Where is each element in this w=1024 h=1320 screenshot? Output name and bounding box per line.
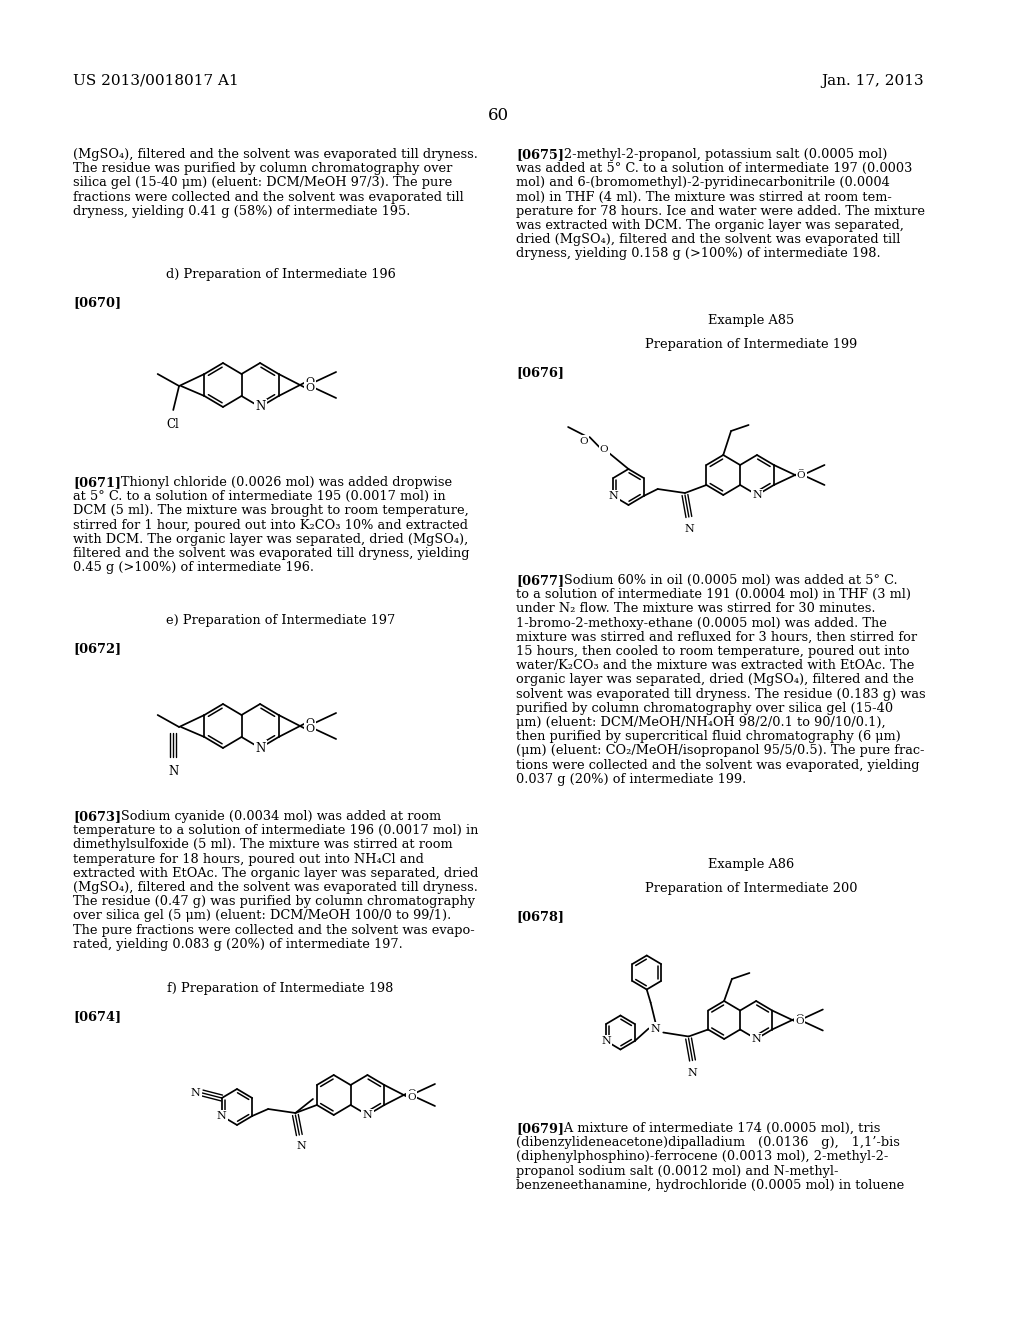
Text: O: O [305, 718, 314, 729]
Text: (diphenylphosphino)-ferrocene (0.0013 mol), 2-methyl-2-: (diphenylphosphino)-ferrocene (0.0013 mo… [516, 1151, 889, 1163]
Text: silica gel (15-40 μm) (eluent: DCM/MeOH 97/3). The pure: silica gel (15-40 μm) (eluent: DCM/MeOH … [73, 177, 453, 189]
Text: (dibenzylideneacetone)dipalladium (0.0136 g), 1,1’-bis: (dibenzylideneacetone)dipalladium (0.013… [516, 1137, 900, 1150]
Text: with DCM. The organic layer was separated, dried (MgSO₄),: with DCM. The organic layer was separate… [73, 533, 468, 545]
Text: O: O [600, 445, 608, 454]
Text: dimethylsulfoxide (5 ml). The mixture was stirred at room: dimethylsulfoxide (5 ml). The mixture wa… [73, 838, 453, 851]
Text: 0.037 g (20%) of intermediate 199.: 0.037 g (20%) of intermediate 199. [516, 772, 746, 785]
Text: [0671]: [0671] [73, 477, 121, 488]
Text: [0674]: [0674] [73, 1010, 121, 1023]
Text: O: O [305, 378, 314, 387]
Text: Example A86: Example A86 [708, 858, 794, 871]
Text: [0675]: [0675] [516, 148, 564, 161]
Text: mixture was stirred and refluxed for 3 hours, then stirred for: mixture was stirred and refluxed for 3 h… [516, 631, 918, 644]
Text: Sodium 60% in oil (0.0005 mol) was added at 5° C.: Sodium 60% in oil (0.0005 mol) was added… [551, 574, 898, 587]
Text: N: N [255, 742, 265, 755]
Text: stirred for 1 hour, poured out into K₂CO₃ 10% and extracted: stirred for 1 hour, poured out into K₂CO… [73, 519, 468, 532]
Text: N: N [752, 490, 762, 500]
Text: A mixture of intermediate 174 (0.0005 mol), tris: A mixture of intermediate 174 (0.0005 mo… [551, 1122, 881, 1135]
Text: The residue was purified by column chromatography over: The residue was purified by column chrom… [73, 162, 453, 176]
Text: (MgSO₄), filtered and the solvent was evaporated till dryness.: (MgSO₄), filtered and the solvent was ev… [73, 148, 478, 161]
Text: temperature for 18 hours, poured out into NH₄Cl and: temperature for 18 hours, poured out int… [73, 853, 424, 866]
Text: at 5° C. to a solution of intermediate 195 (0.0017 mol) in: at 5° C. to a solution of intermediate 1… [73, 490, 445, 503]
Text: [0670]: [0670] [73, 296, 121, 309]
Text: to a solution of intermediate 191 (0.0004 mol) in THF (3 ml): to a solution of intermediate 191 (0.000… [516, 589, 911, 601]
Text: 60: 60 [488, 107, 509, 124]
Text: dryness, yielding 0.41 g (58%) of intermediate 195.: dryness, yielding 0.41 g (58%) of interm… [73, 205, 411, 218]
Text: [0676]: [0676] [516, 366, 564, 379]
Text: 0.45 g (>100%) of intermediate 196.: 0.45 g (>100%) of intermediate 196. [73, 561, 314, 574]
Text: Sodium cyanide (0.0034 mol) was added at room: Sodium cyanide (0.0034 mol) was added at… [109, 810, 441, 822]
Text: [0679]: [0679] [516, 1122, 564, 1135]
Text: O: O [795, 1014, 804, 1023]
Text: Thionyl chloride (0.0026 mol) was added dropwise: Thionyl chloride (0.0026 mol) was added … [109, 477, 453, 488]
Text: O: O [797, 470, 806, 479]
Text: O: O [797, 471, 806, 480]
Text: 2-methyl-2-propanol, potassium salt (0.0005 mol): 2-methyl-2-propanol, potassium salt (0.0… [551, 148, 888, 161]
Text: N: N [650, 1023, 660, 1034]
Text: O: O [408, 1089, 416, 1097]
Text: N: N [684, 524, 693, 535]
Text: N: N [688, 1068, 697, 1077]
Text: d) Preparation of Intermediate 196: d) Preparation of Intermediate 196 [166, 268, 395, 281]
Text: rated, yielding 0.083 g (20%) of intermediate 197.: rated, yielding 0.083 g (20%) of interme… [73, 937, 402, 950]
Text: solvent was evaporated till dryness. The residue (0.183 g) was: solvent was evaporated till dryness. The… [516, 688, 926, 701]
Text: N: N [752, 1034, 761, 1044]
Text: mol) in THF (4 ml). The mixture was stirred at room tem-: mol) in THF (4 ml). The mixture was stir… [516, 190, 892, 203]
Text: tions were collected and the solvent was evaporated, yielding: tions were collected and the solvent was… [516, 759, 920, 772]
Text: O: O [408, 1093, 416, 1101]
Text: purified by column chromatography over silica gel (15-40: purified by column chromatography over s… [516, 702, 893, 715]
Text: N: N [362, 1110, 373, 1119]
Text: US 2013/0018017 A1: US 2013/0018017 A1 [73, 74, 239, 88]
Text: Example A85: Example A85 [708, 314, 794, 327]
Text: [0673]: [0673] [73, 810, 121, 822]
Text: O: O [305, 383, 314, 393]
Text: N: N [296, 1140, 306, 1151]
Text: dryness, yielding 0.158 g (>100%) of intermediate 198.: dryness, yielding 0.158 g (>100%) of int… [516, 247, 881, 260]
Text: 15 hours, then cooled to room temperature, poured out into: 15 hours, then cooled to room temperatur… [516, 645, 909, 657]
Text: Preparation of Intermediate 200: Preparation of Intermediate 200 [644, 882, 857, 895]
Text: O: O [580, 437, 588, 446]
Text: O: O [305, 723, 314, 734]
Text: μm) (eluent: DCM/MeOH/NH₄OH 98/2/0.1 to 90/10/0.1),: μm) (eluent: DCM/MeOH/NH₄OH 98/2/0.1 to … [516, 715, 886, 729]
Text: (μm) (eluent: CO₂/MeOH/isopropanol 95/5/0.5). The pure frac-: (μm) (eluent: CO₂/MeOH/isopropanol 95/5/… [516, 744, 925, 758]
Text: water/K₂CO₃ and the mixture was extracted with EtOAc. The: water/K₂CO₃ and the mixture was extracte… [516, 659, 914, 672]
Text: N: N [608, 491, 618, 502]
Text: DCM (5 ml). The mixture was brought to room temperature,: DCM (5 ml). The mixture was brought to r… [73, 504, 469, 517]
Text: e) Preparation of Intermediate 197: e) Preparation of Intermediate 197 [166, 614, 395, 627]
Text: Preparation of Intermediate 199: Preparation of Intermediate 199 [645, 338, 857, 351]
Text: was added at 5° C. to a solution of intermediate 197 (0.0003: was added at 5° C. to a solution of inte… [516, 162, 912, 176]
Text: fractions were collected and the solvent was evaporated till: fractions were collected and the solvent… [73, 190, 464, 203]
Text: N: N [217, 1111, 226, 1121]
Text: N: N [255, 400, 265, 413]
Text: The residue (0.47 g) was purified by column chromatography: The residue (0.47 g) was purified by col… [73, 895, 475, 908]
Text: organic layer was separated, dried (MgSO₄), filtered and the: organic layer was separated, dried (MgSO… [516, 673, 914, 686]
Text: N: N [168, 766, 178, 777]
Text: mol) and 6-(bromomethyl)-2-pyridinecarbonitrile (0.0004: mol) and 6-(bromomethyl)-2-pyridinecarbo… [516, 177, 890, 189]
Text: temperature to a solution of intermediate 196 (0.0017 mol) in: temperature to a solution of intermediat… [73, 824, 478, 837]
Text: Jan. 17, 2013: Jan. 17, 2013 [821, 74, 925, 88]
Text: dried (MgSO₄), filtered and the solvent was evaporated till: dried (MgSO₄), filtered and the solvent … [516, 234, 900, 247]
Text: propanol sodium salt (0.0012 mol) and N-methyl-: propanol sodium salt (0.0012 mol) and N-… [516, 1164, 839, 1177]
Text: benzeneethanamine, hydrochloride (0.0005 mol) in toluene: benzeneethanamine, hydrochloride (0.0005… [516, 1179, 904, 1192]
Text: f) Preparation of Intermediate 198: f) Preparation of Intermediate 198 [167, 982, 393, 995]
Text: under N₂ flow. The mixture was stirred for 30 minutes.: under N₂ flow. The mixture was stirred f… [516, 602, 876, 615]
Text: over silica gel (5 μm) (eluent: DCM/MeOH 100/0 to 99/1).: over silica gel (5 μm) (eluent: DCM/MeOH… [73, 909, 452, 923]
Text: N: N [190, 1088, 201, 1098]
Text: N: N [601, 1036, 611, 1045]
Text: perature for 78 hours. Ice and water were added. The mixture: perature for 78 hours. Ice and water wer… [516, 205, 925, 218]
Text: Cl: Cl [167, 418, 179, 432]
Text: O: O [795, 1016, 804, 1026]
Text: [0678]: [0678] [516, 909, 564, 923]
Text: [0677]: [0677] [516, 574, 564, 587]
Text: filtered and the solvent was evaporated till dryness, yielding: filtered and the solvent was evaporated … [73, 546, 470, 560]
Text: extracted with EtOAc. The organic layer was separated, dried: extracted with EtOAc. The organic layer … [73, 867, 478, 880]
Text: (MgSO₄), filtered and the solvent was evaporated till dryness.: (MgSO₄), filtered and the solvent was ev… [73, 880, 478, 894]
Text: [0672]: [0672] [73, 642, 121, 655]
Text: 1-bromo-2-methoxy-ethane (0.0005 mol) was added. The: 1-bromo-2-methoxy-ethane (0.0005 mol) wa… [516, 616, 887, 630]
Text: The pure fractions were collected and the solvent was evapo-: The pure fractions were collected and th… [73, 924, 475, 937]
Text: then purified by supercritical fluid chromatography (6 μm): then purified by supercritical fluid chr… [516, 730, 901, 743]
Text: was extracted with DCM. The organic layer was separated,: was extracted with DCM. The organic laye… [516, 219, 904, 232]
